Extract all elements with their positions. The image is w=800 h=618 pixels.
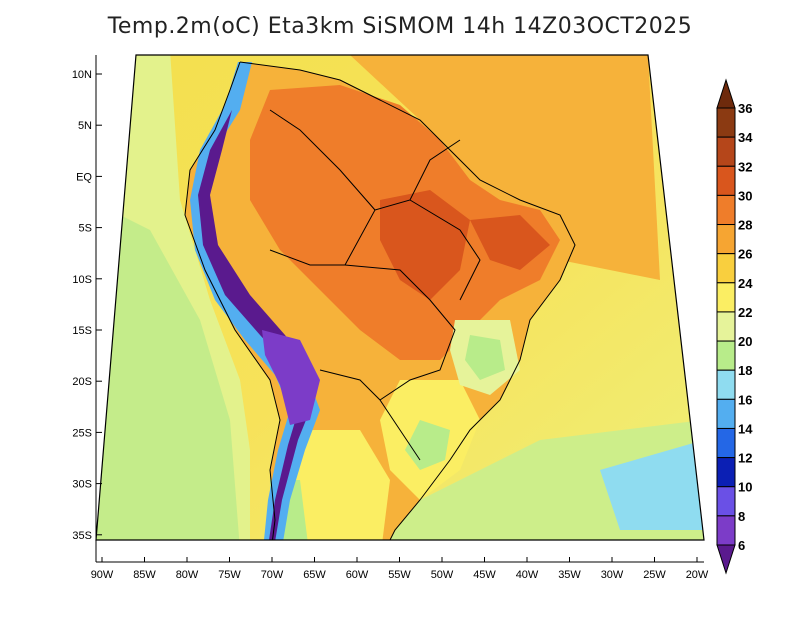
colorbar: 36 34 32 30 28 26 24 22 20 18 16 14 12 10 8 6 [716,78,753,575]
colorbar-segment [716,136,736,167]
x-tick-label: 70W [261,569,284,581]
colorbar-segment [716,486,736,517]
altiplano-cold [262,330,320,425]
x-tick-label: 45W [473,569,496,581]
colorbar-label: 10 [738,480,752,495]
colorbar-segment [716,311,736,342]
y-tick-label: 10S [72,274,92,286]
political-borders [184,61,576,540]
x-tick-label: 25W [643,569,666,581]
y-tick-label: 30S [72,479,92,491]
colorbar-label: 16 [738,392,752,407]
y-tick-label: 5S [79,223,92,235]
colorbar-top-arrow [716,78,736,109]
colorbar-segment [716,398,736,429]
colorbar-label: 30 [738,188,752,203]
colorbar-label: 36 [738,101,752,116]
y-tick-label: EQ [76,171,92,183]
colorbar-segment [716,253,736,284]
colorbar-label: 32 [738,159,752,174]
y-tick-label: 20S [72,376,92,388]
border-2 [344,264,456,401]
y-tick-label: 15S [72,325,92,337]
colorbar-label: 34 [738,130,753,145]
colorbar-label: 22 [738,305,752,320]
colorbar-segment [716,224,736,255]
south-brazil-cool [405,420,450,470]
colorbar-segment [716,107,736,138]
colorbar-segment [716,165,736,196]
colorbar-bottom-arrow [716,544,736,575]
minas-cooler [465,335,505,380]
colorbar-segment [716,457,736,488]
y-tick-label: 5N [78,120,92,132]
colorbar-label: 26 [738,247,752,262]
colorbar-label: 12 [738,451,752,466]
colorbar-segment [716,282,736,313]
x-tick-label: 60W [346,569,369,581]
x-tick-label: 40W [516,569,539,581]
pacific-cooler [96,200,240,540]
colorbar-label: 14 [738,421,753,436]
colorbar-segment [716,194,736,226]
west-coastline [184,61,281,540]
colorbar-segment [716,427,736,459]
map-title: Temp.2m(oC) Eta3km SiSMOM 14h 14Z03OCT20… [107,14,693,39]
border-3 [319,369,421,461]
colorbar-label: 20 [738,334,752,349]
border-4 [409,199,481,301]
x-axis: 90W 85W 80W 75W 70W 65W 60W 55W 50W 45W 40W 35W 30W 2… [91,557,709,581]
x-tick-label: 55W [388,569,411,581]
y-tick-label: 35S [72,530,92,542]
east-coastline [239,61,576,540]
colorbar-label: 8 [738,509,745,524]
atlantic-warm [350,55,660,280]
northeast-hotspot [470,215,550,270]
andes-coldest [198,110,312,540]
y-axis: 10N 5N EQ 5S 10S 15S 20S 25S 30S 35S [72,69,102,542]
x-tick-label: 50W [431,569,454,581]
x-tick-label: 35W [558,569,581,581]
atlantic-cold [600,440,704,530]
x-tick-label: 90W [91,569,114,581]
andes-cold [190,62,320,540]
colorbar-label: 24 [738,276,753,291]
x-tick-label: 85W [133,569,156,581]
x-tick-label: 80W [176,569,199,581]
x-tick-label: 75W [218,569,241,581]
border-5 [374,139,461,211]
colorbar-segment [716,515,736,546]
colorbar-label: 28 [738,218,752,233]
colorbar-segment [716,340,736,371]
map-frame [95,54,705,541]
y-tick-label: 25S [72,427,92,439]
y-tick-label: 10N [72,69,92,81]
colorbar-label: 18 [738,363,752,378]
temperature-field [96,55,704,540]
x-tick-label: 65W [303,569,326,581]
x-tick-label: 30W [601,569,624,581]
colorbar-label: 6 [738,538,745,553]
x-tick-label: 20W [686,569,709,581]
colorbar-segment [716,369,736,400]
